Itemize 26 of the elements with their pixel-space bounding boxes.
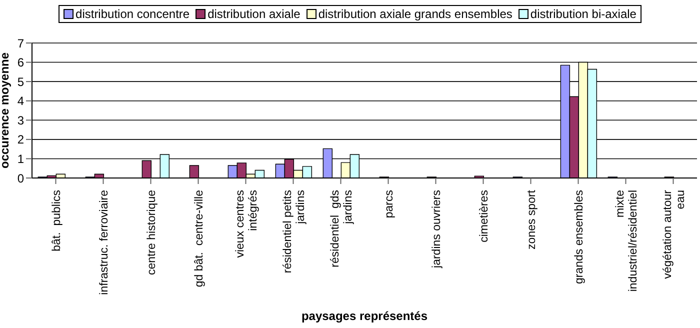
x-tick-label: bât. publics [50, 190, 63, 252]
x-tick-label: parcs [383, 190, 396, 218]
y-tick-label: 3 [17, 113, 24, 128]
y-tick-label: 0 [17, 171, 24, 186]
y-tick-label: 2 [17, 132, 24, 147]
x-tick-label: résidentiel gds jardins [329, 190, 354, 268]
legend-label: distribution axiale grands ensembles [318, 7, 512, 21]
x-tick-label: jardins ouvriers [430, 190, 443, 269]
x-tick-label: centre historique [146, 190, 158, 276]
x-tick-label: végétation autour eau [662, 190, 687, 279]
y-tick-label: 1 [17, 152, 24, 166]
x-tick-label: gd bât. centre-ville [193, 190, 206, 288]
x-tick-label: cimetières [478, 190, 490, 242]
x-tick-label: résidentiel petits jardins [282, 190, 307, 274]
x-axis-title: paysages représentés [301, 309, 428, 323]
legend-label: distribution bi-axiale [530, 7, 636, 21]
legend-label: distribution axiale [208, 7, 300, 21]
x-tick-label: grands ensembles [573, 190, 586, 284]
y-tick-label: 7 [17, 36, 24, 50]
x-tick-label: zones sport [526, 189, 538, 250]
y-tick-label: 5 [17, 74, 24, 89]
legend-label: distribution concentre [76, 7, 190, 21]
y-axis-title: occurence moyenne [0, 52, 12, 169]
y-tick-label: 6 [17, 56, 24, 70]
x-tick-label: infrastruc. ferroviaire [98, 190, 110, 295]
y-tick-label: 4 [17, 94, 24, 108]
